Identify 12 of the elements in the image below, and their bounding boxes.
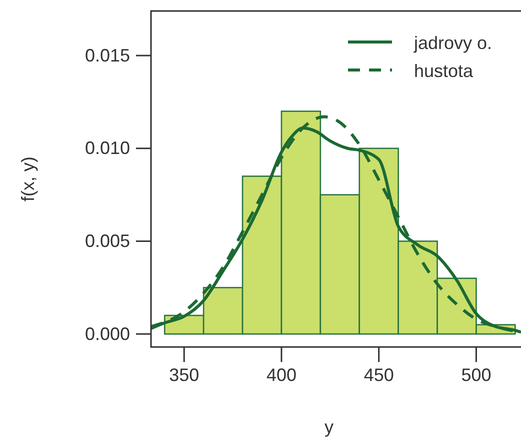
x-tick-label: 400 — [266, 364, 296, 385]
x-tick-label: 450 — [364, 364, 394, 385]
x-tick-label: 350 — [169, 364, 200, 385]
y-tick-label: 0.005 — [84, 230, 130, 251]
y-axis-title: f(x, y) — [18, 156, 38, 202]
legend-label: jadrovy o. — [413, 33, 492, 53]
x-tick-label: 500 — [461, 364, 492, 385]
y-tick-label: 0.010 — [84, 138, 130, 158]
y-tick-label: 0.015 — [84, 45, 130, 66]
legend-label: hustota — [414, 61, 474, 81]
x-axis-title: y — [324, 417, 334, 437]
y-tick-label: 0.000 — [84, 324, 130, 344]
